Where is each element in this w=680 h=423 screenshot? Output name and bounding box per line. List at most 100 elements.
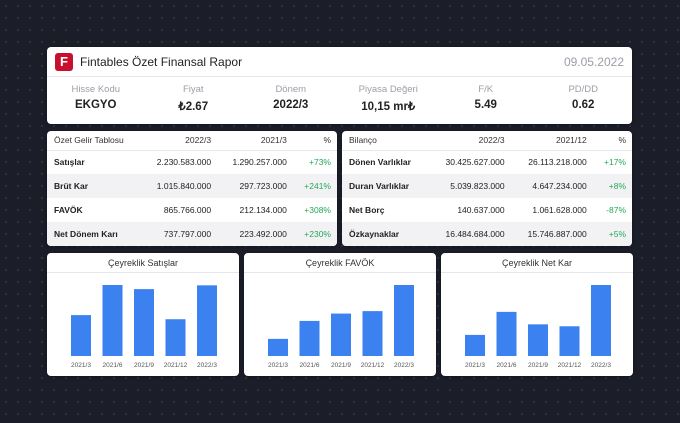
- chart-bar: [165, 319, 186, 356]
- x-tick-label: 2021/9: [331, 362, 351, 369]
- table-row: Dönen Varlıklar 30.425.627.000 26.113.21…: [342, 150, 632, 174]
- chart-title: Çeyreklik Satışlar: [47, 253, 239, 273]
- report-date: 09.05.2022: [563, 55, 624, 69]
- chart-bar: [591, 285, 611, 356]
- metric-label: PD/DD: [568, 84, 599, 95]
- previous-value: 212.134.000: [239, 205, 287, 215]
- column-header: Özet Gelir Tablosu: [47, 131, 142, 151]
- metric-price: Fiyat ₺2.67: [145, 77, 243, 123]
- chart-bar: [465, 334, 485, 356]
- current-value: 1.015.840.000: [141, 174, 218, 198]
- x-tick-label: 2021/12: [164, 362, 188, 369]
- quarterly-ebitda-chart: 2021/3 2021/6 2021/9 2021/12 2022/3: [268, 285, 414, 369]
- income-statement-table: Özet Gelir Tablosu 2022/3 2021/3 % Satış…: [47, 131, 337, 246]
- x-tick-label: 2022/3: [591, 362, 611, 369]
- balance-sheet-table: Bilanço 2022/3 2021/12 % Dönen Varlıklar…: [342, 131, 632, 246]
- x-tick-label: 2022/3: [197, 362, 217, 369]
- previous-value: 297.723.000: [217, 174, 293, 198]
- column-header: 2022/3: [428, 131, 511, 151]
- previous-value: 1.290.257.000: [232, 157, 287, 168]
- change-percent: +8%: [592, 174, 632, 198]
- table-header-row: Özet Gelir Tablosu 2022/3 2021/3 %: [47, 131, 337, 151]
- chart-bar: [197, 285, 217, 356]
- metric-value: 0.62: [572, 99, 595, 111]
- metric-label: Hisse Kodu: [71, 84, 121, 95]
- metric-ticker: Hisse Kodu EKGYO: [47, 77, 145, 123]
- row-label: Duran Varlıklar: [342, 174, 429, 198]
- quarterly-ebitda-chart-card: Çeyreklik FAVÖK 2021/3 2021/6 2021/9 2021/1…: [244, 253, 436, 376]
- current-value: 140.637.000: [457, 205, 505, 215]
- previous-value: 15.746.887.000: [510, 222, 593, 246]
- quarterly-net-profit-chart: 2021/3 2021/6 2021/9 2021/12 2022/3: [465, 285, 611, 369]
- x-tick-label: 2021/6: [103, 362, 123, 369]
- report-header-card: F Fintables Özet Finansal Rapor 09.05.20…: [47, 47, 632, 124]
- x-tick-label: 2021/12: [558, 362, 582, 369]
- current-value: 737.797.000: [141, 222, 218, 246]
- chart-bar: [134, 289, 154, 356]
- row-label: FAVÖK: [54, 205, 83, 215]
- chart-title: Çeyreklik Net Kar: [441, 253, 633, 273]
- row-label: Brüt Kar: [47, 174, 142, 198]
- change-percent: +241%: [292, 174, 337, 198]
- x-tick-label: 2021/6: [497, 362, 517, 369]
- x-tick-label: 2021/6: [300, 362, 320, 369]
- previous-value: 223.492.000: [217, 222, 293, 246]
- metric-value: 5.49: [474, 99, 497, 111]
- chart-bar: [559, 326, 580, 356]
- row-label: Net Borç: [349, 205, 385, 215]
- table-row: Özkaynaklar 16.484.684.000 15.746.887.00…: [342, 222, 632, 246]
- metric-label: F/K: [478, 84, 494, 95]
- table-row: FAVÖK 865.766.000 212.134.000 +308%: [47, 198, 337, 222]
- metric-value: 2022/3: [273, 99, 309, 111]
- change-percent: +308%: [304, 205, 331, 215]
- fintables-logo-icon: F: [55, 53, 73, 71]
- column-header: 2022/3: [141, 131, 218, 151]
- change-percent: -87%: [606, 205, 626, 215]
- current-value: 16.484.684.000: [428, 222, 511, 246]
- column-header: %: [592, 131, 632, 151]
- current-value: 865.766.000: [163, 205, 212, 215]
- change-percent: +5%: [592, 222, 632, 246]
- chart-bar: [394, 285, 414, 356]
- column-header: 2021/12: [510, 131, 593, 151]
- metric-value: ₺2.67: [178, 101, 209, 113]
- quarterly-sales-chart: 2021/3 2021/6 2021/9 2021/12 2022/3: [71, 285, 217, 369]
- report-header-bar: F Fintables Özet Finansal Rapor 09.05.20…: [47, 47, 632, 77]
- chart-bar: [102, 285, 123, 356]
- previous-value: 26.113.218.000: [528, 157, 587, 168]
- current-value: 2.230.583.000: [156, 157, 212, 168]
- previous-value: 4.647.234.000: [510, 174, 593, 198]
- metric-period: Dönem 2022/3: [242, 77, 340, 123]
- metric-pb: PD/DD 0.62: [535, 77, 633, 123]
- x-tick-label: 2021/9: [528, 362, 548, 369]
- chart-bar: [331, 313, 351, 356]
- x-tick-label: 2022/3: [394, 362, 414, 369]
- x-tick-label: 2021/9: [134, 362, 154, 369]
- row-label: Özkaynaklar: [342, 222, 429, 246]
- x-tick-label: 2021/3: [268, 362, 288, 369]
- x-tick-label: 2021/3: [71, 362, 91, 369]
- metric-label: Piyasa Değeri: [358, 84, 418, 95]
- metric-label: Fiyat: [182, 84, 204, 95]
- table-header-row: Bilanço 2022/3 2021/12 %: [342, 131, 632, 151]
- metric-market-cap: Piyasa Değeri 10,15 mr₺: [340, 77, 438, 123]
- x-tick-label: 2021/12: [361, 362, 385, 369]
- metric-pe: F/K 5.49: [437, 77, 535, 123]
- current-value: 30.425.627.000: [445, 157, 505, 168]
- change-percent: +73%: [309, 157, 331, 168]
- column-header: %: [292, 131, 337, 151]
- metric-value: 10,15 mr₺: [361, 101, 416, 113]
- chart-bar: [496, 311, 517, 356]
- income-statement-card: Özet Gelir Tablosu 2022/3 2021/3 % Satış…: [47, 131, 337, 246]
- metric-value: EKGYO: [74, 99, 117, 111]
- chart-bar: [299, 320, 320, 356]
- balance-sheet-card: Bilanço 2022/3 2021/12 % Dönen Varlıklar…: [342, 131, 632, 246]
- report-title: Fintables Özet Finansal Rapor: [80, 55, 243, 69]
- chart-bar: [528, 324, 548, 356]
- metrics-row: Hisse Kodu EKGYO Fiyat ₺2.67 Dönem 2022/…: [47, 77, 632, 123]
- quarterly-sales-chart-card: Çeyreklik Satışlar 2021/3 2021/6 2021/9 202…: [47, 253, 239, 376]
- chart-bar: [71, 315, 91, 356]
- column-header: Bilanço: [342, 131, 429, 151]
- chart-title: Çeyreklik FAVÖK: [244, 253, 436, 273]
- x-tick-label: 2021/3: [465, 362, 485, 369]
